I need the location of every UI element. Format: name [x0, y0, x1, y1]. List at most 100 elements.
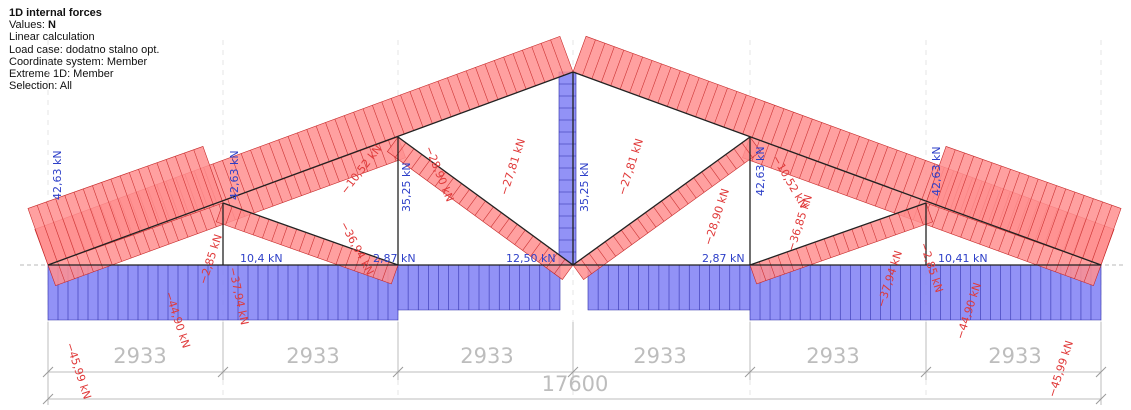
- hatch-line: [378, 143, 387, 165]
- truss-members[interactable]: [47, 71, 1102, 266]
- hatch-line: [104, 244, 113, 266]
- hatch-line: [426, 165, 439, 181]
- hatch-line: [372, 258, 380, 278]
- hatch-line: [506, 224, 518, 239]
- truss-member-2[interactable]: [47, 71, 574, 266]
- hatch-line: [661, 200, 673, 216]
- hatch-line: [362, 108, 377, 145]
- hatch-line: [998, 230, 1007, 252]
- hatch-line: [953, 156, 974, 213]
- info-values-line: Values: N: [9, 19, 159, 31]
- dim-tick: [1095, 366, 1107, 378]
- dim-total: 17600: [542, 372, 609, 396]
- info-panel: 1D internal forces Values: N Linear calc…: [9, 7, 159, 92]
- hatch-line: [372, 105, 386, 142]
- force-label: 10,4 kN: [240, 252, 283, 265]
- hatch-line: [638, 60, 653, 97]
- hatch-line: [1008, 175, 1030, 233]
- dim-segment-1: 2933: [113, 344, 166, 368]
- hatch-line: [601, 46, 615, 83]
- hatch-line: [879, 219, 887, 239]
- diagram-right-end-area: [925, 146, 1122, 266]
- truss-member-11[interactable]: [572, 136, 751, 266]
- hatch-line: [132, 233, 141, 255]
- hatch-line: [1054, 192, 1076, 249]
- hatch-line: [934, 149, 956, 207]
- hatch-line: [280, 225, 288, 245]
- hatch-line: [780, 112, 794, 148]
- truss-member-9[interactable]: [222, 202, 399, 266]
- diagram-left-end-area: [27, 146, 224, 266]
- hatch-line: [1017, 178, 1039, 236]
- hatch-line: [1036, 185, 1057, 243]
- hatch-line: [208, 206, 217, 227]
- hatch-line: [814, 242, 822, 262]
- hatch-line: [883, 149, 898, 186]
- hatch-line: [156, 162, 178, 220]
- hatch-line: [704, 84, 719, 121]
- hatch-line: [85, 251, 94, 272]
- diagram-bottom-right-area: [749, 264, 1102, 321]
- hatch-line: [46, 201, 67, 259]
- info-title: 1D internal forces: [9, 7, 102, 19]
- hatch-line: [893, 192, 903, 214]
- hatch-line: [271, 222, 279, 242]
- hatch-line: [789, 154, 798, 176]
- hatch-line: [308, 235, 316, 255]
- hatch-line: [676, 74, 691, 111]
- diagram-diag-1: [215, 202, 399, 285]
- diagram-bottom-right: [749, 264, 1102, 321]
- force-label: 35,25 kN: [578, 162, 591, 212]
- diagram-left-end: [27, 146, 224, 266]
- hatch-line: [530, 241, 542, 257]
- hatch-line: [434, 171, 446, 187]
- truss-member-12[interactable]: [749, 202, 927, 266]
- hatch-line: [874, 185, 884, 207]
- dim-tick: [1095, 393, 1107, 405]
- hatch-line: [335, 245, 344, 265]
- hatch-line: [466, 195, 478, 210]
- hatch-line: [312, 168, 321, 189]
- hatch-line: [941, 209, 950, 231]
- hatch-line: [252, 215, 261, 236]
- hatch-line: [751, 101, 766, 138]
- dimension-lines: 2933 2933 2933 2933 2933 2933 17600: [42, 322, 1107, 405]
- hatch-line: [193, 149, 215, 207]
- hatch-line: [907, 209, 915, 229]
- dim-tick: [217, 366, 229, 378]
- truss-member-3[interactable]: [572, 71, 1102, 266]
- hatch-line: [761, 143, 770, 165]
- hatch-line: [418, 160, 431, 175]
- hatch-line: [874, 146, 889, 183]
- hatch-line: [306, 129, 321, 166]
- force-label: 2,87 kN: [373, 252, 416, 265]
- dim-segment-5: 2933: [806, 344, 859, 368]
- hatch-line: [354, 251, 362, 271]
- hatch-line: [92, 185, 113, 243]
- force-label: −45,99 kN: [63, 341, 94, 401]
- hatch-line: [741, 142, 753, 158]
- hatch-line: [317, 238, 325, 258]
- hatch-line: [980, 165, 1002, 223]
- dim-tick: [744, 366, 756, 378]
- hatch-line: [390, 98, 405, 135]
- hatch-line: [842, 232, 850, 252]
- hatch-line: [409, 91, 424, 128]
- hatch-line: [733, 94, 747, 131]
- hatch-line: [851, 229, 859, 249]
- hatch-line: [119, 175, 141, 233]
- truss-member-10[interactable]: [397, 136, 574, 266]
- hatch-line: [234, 209, 242, 229]
- hatch-line: [786, 251, 794, 271]
- hatch-line: [610, 49, 625, 86]
- hatch-line: [742, 98, 757, 135]
- hatch-line: [199, 209, 208, 231]
- hatch-line: [612, 235, 625, 251]
- hatch-line: [723, 91, 738, 128]
- info-extreme: Extreme 1D: Member: [9, 68, 114, 81]
- hatch-line: [350, 154, 359, 176]
- hatch-line: [637, 218, 649, 234]
- hatch-line: [458, 189, 470, 205]
- hatch-line: [400, 94, 414, 131]
